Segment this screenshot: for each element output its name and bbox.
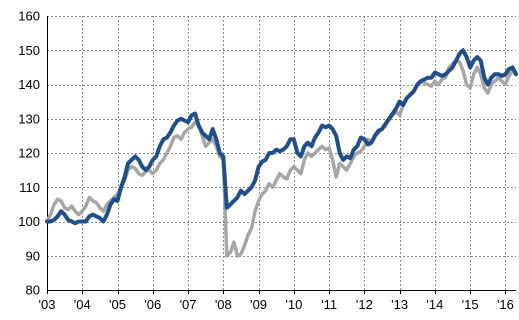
x-tick-label: '15 — [462, 297, 479, 312]
x-tick-label: '05 — [109, 297, 126, 312]
y-tick-label: 80 — [26, 283, 40, 298]
y-tick-label: 140 — [18, 77, 40, 92]
x-tick-label: '08 — [215, 297, 232, 312]
series-line-2 — [45, 48, 518, 226]
x-tick-labels: '03 '04 '05 '06 '07 '08 '09 '10 '11 '12 '13 '14 '15 '… — [39, 297, 514, 312]
y-tick-label: 100 — [18, 214, 40, 229]
x-tick-label: '10 — [285, 297, 302, 312]
y-tick-label: 90 — [26, 248, 40, 263]
x-tick-label: '14 — [426, 297, 443, 312]
x-tick-label: '12 — [356, 297, 373, 312]
y-tick-labels: 80 90 100 110 120 130 140 150 160 — [18, 9, 40, 298]
y-tick-label: 160 — [18, 9, 40, 24]
x-tick-label: '13 — [391, 297, 408, 312]
x-tick-label: '09 — [250, 297, 267, 312]
series-line-1 — [45, 58, 518, 258]
y-tick-label: 110 — [19, 180, 40, 195]
y-tick-label: 150 — [18, 43, 40, 58]
x-tick-label: '11 — [321, 297, 337, 312]
axes — [47, 16, 516, 294]
x-tick-label: '07 — [180, 297, 197, 312]
series-lines — [45, 48, 518, 258]
x-tick-label: '04 — [74, 297, 91, 312]
gridlines — [47, 16, 516, 290]
x-tick-label: '16 — [497, 297, 514, 312]
y-tick-label: 120 — [18, 146, 40, 161]
x-tick-label: '03 — [39, 297, 56, 312]
y-tick-label: 130 — [18, 111, 40, 126]
x-tick-label: '06 — [144, 297, 161, 312]
